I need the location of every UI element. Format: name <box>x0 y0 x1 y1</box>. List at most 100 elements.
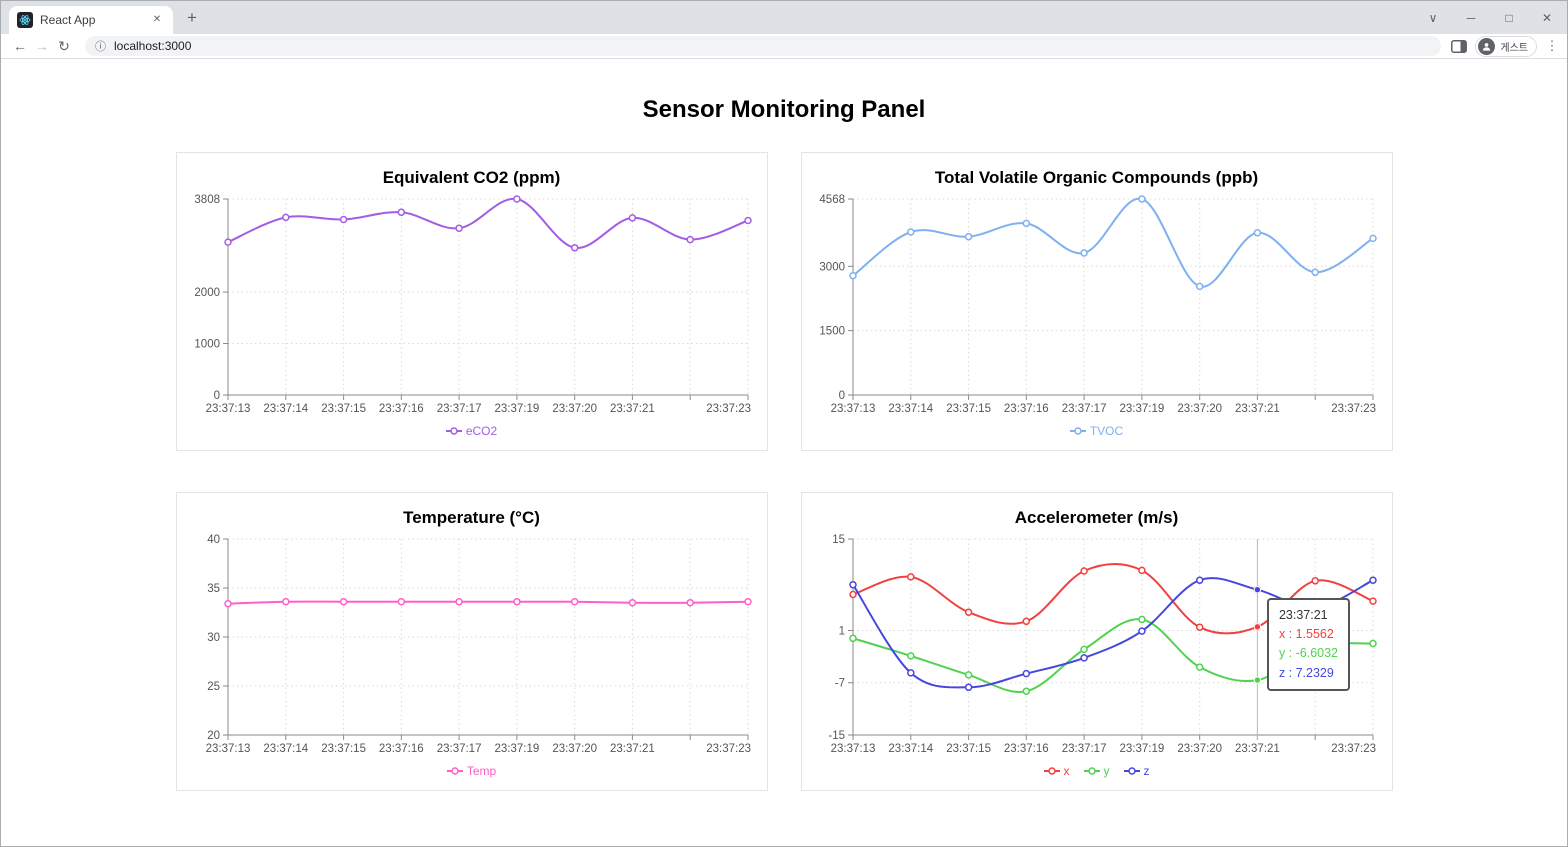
kebab-menu-icon[interactable]: ⋮ <box>1545 38 1559 53</box>
svg-text:23:37:19: 23:37:19 <box>1119 403 1164 415</box>
charts-grid: Equivalent CO2 (ppm) 0 1000 2000 3808 23:37:… <box>175 152 1393 791</box>
svg-text:23:37:23: 23:37:23 <box>706 403 751 415</box>
url-text: localhost:3000 <box>114 39 192 53</box>
svg-text:23:37:13: 23:37:13 <box>830 403 875 415</box>
TVOC-markers <box>848 195 1377 291</box>
eco2-plot[interactable]: 0 1000 2000 3808 23:37:13 23:37:14 23:37:15 23:… <box>192 191 752 423</box>
chevron-down-icon[interactable]: ∨ <box>1428 10 1438 25</box>
legend-item-eCO2: eCO2 <box>445 424 497 438</box>
back-button[interactable]: ← <box>13 38 27 54</box>
svg-text:23:37:15: 23:37:15 <box>946 403 991 415</box>
chart-temperature[interactable]: 20 25 30 35 40 23:37:13 23:37:14 23:37:15 23:37:… <box>192 531 752 763</box>
chart-card-eco2: Equivalent CO2 (ppm) 0 1000 2000 3808 23:37:… <box>175 152 768 451</box>
legend-marker-icon <box>1069 427 1086 435</box>
chart-title-temperature: Temperature (°C) <box>403 508 540 527</box>
tab-strip: React App ✕ + ∨ ─ □ ✕ <box>1 1 1567 34</box>
active-dot-z <box>1253 586 1261 594</box>
axes: -15 -7 1 15 23:37:13 23:37:14 23:37:15 23:37:16… <box>828 534 1376 755</box>
address-bar[interactable]: ⓘ localhost:3000 <box>85 36 1442 56</box>
svg-text:23:37:23: 23:37:23 <box>1331 743 1376 755</box>
chart-title-accelerometer: Accelerometer (m/s) <box>1014 508 1179 527</box>
svg-text:1: 1 <box>838 626 844 638</box>
info-icon[interactable]: ⓘ <box>95 41 106 53</box>
svg-text:3000: 3000 <box>819 261 845 273</box>
x-markers <box>848 566 1377 631</box>
svg-text:23:37:21: 23:37:21 <box>1235 403 1280 415</box>
svg-text:23:37:17: 23:37:17 <box>1061 403 1106 415</box>
close-button[interactable]: ✕ <box>1541 10 1553 25</box>
tvoc-plot[interactable]: 0 1500 3000 4568 23:37:13 23:37:14 23:37:15 23:… <box>817 191 1377 423</box>
toolbar-right-icons: 게스트 ⋮ <box>1451 35 1559 57</box>
minimize-button[interactable]: ─ <box>1466 10 1476 25</box>
svg-text:23:37:13: 23:37:13 <box>205 743 250 755</box>
svg-text:23:37:16: 23:37:16 <box>1003 403 1048 415</box>
forward-button[interactable]: → <box>35 38 49 54</box>
svg-text:23:37:14: 23:37:14 <box>263 403 308 415</box>
active-dot-x <box>1253 623 1261 631</box>
chart-accelerometer[interactable]: -15 -7 1 15 23:37:13 23:37:14 23:37:15 23:37:16… <box>817 531 1377 763</box>
chart-title-tvoc: Total Volatile Organic Compounds (ppb) <box>934 168 1259 187</box>
side-panel-button[interactable] <box>1451 39 1468 53</box>
profile-chip[interactable]: 게스트 <box>1475 35 1537 57</box>
chart-title-eco2: Equivalent CO2 (ppm) <box>382 168 561 187</box>
legend-eco2: eCO2 <box>177 424 767 438</box>
svg-text:-7: -7 <box>834 678 844 690</box>
svg-text:23:37:16: 23:37:16 <box>378 403 423 415</box>
page-content: Sensor Monitoring Panel Equivalent CO2 (… <box>1 59 1567 846</box>
svg-text:23:37:13: 23:37:13 <box>205 403 250 415</box>
browser-toolbar: ← → ↻ ⓘ localhost:3000 게스트 <box>1 34 1567 59</box>
chart-tvoc[interactable]: 0 1500 3000 4568 23:37:13 23:37:14 23:37:15 23:… <box>817 191 1377 423</box>
svg-text:0: 0 <box>213 390 219 402</box>
svg-text:3808: 3808 <box>194 194 220 206</box>
side-panel-icon <box>1451 39 1468 53</box>
svg-text:23:37:17: 23:37:17 <box>1061 743 1106 755</box>
svg-text:2000: 2000 <box>194 287 220 299</box>
svg-text:23:37:16: 23:37:16 <box>378 743 423 755</box>
svg-text:23:37:20: 23:37:20 <box>1177 743 1222 755</box>
svg-text:23:37:14: 23:37:14 <box>888 403 933 415</box>
maximize-button[interactable]: □ <box>1505 10 1513 25</box>
eCO2-line <box>227 197 748 249</box>
svg-text:1000: 1000 <box>194 339 220 351</box>
svg-text:35: 35 <box>207 583 220 595</box>
svg-text:23:37:19: 23:37:19 <box>494 743 539 755</box>
svg-text:23:37:17: 23:37:17 <box>436 403 481 415</box>
chart-eco2[interactable]: 0 1000 2000 3808 23:37:13 23:37:14 23:37:15 23:… <box>192 191 752 423</box>
page-title: Sensor Monitoring Panel <box>642 96 926 123</box>
tab-close-icon[interactable]: ✕ <box>152 14 162 25</box>
svg-text:30: 30 <box>207 632 220 644</box>
svg-text:23:37:20: 23:37:20 <box>1177 403 1222 415</box>
svg-text:23:37:23: 23:37:23 <box>706 743 751 755</box>
user-avatar-icon <box>1478 37 1496 55</box>
tooltip-entry-y: y : -6.6032 <box>1278 646 1339 661</box>
svg-text:23:37:21: 23:37:21 <box>610 743 655 755</box>
chart-card-accelerometer: Accelerometer (m/s) -15 -7 1 15 23:37:13 23:3… <box>800 492 1393 791</box>
browser-tab[interactable]: React App ✕ <box>9 6 173 34</box>
svg-text:23:37:21: 23:37:21 <box>610 403 655 415</box>
legend-marker-icon <box>1123 767 1140 775</box>
temperature-plot[interactable]: 20 25 30 35 40 23:37:13 23:37:14 23:37:15 23:37:… <box>192 531 752 763</box>
TVOC-line <box>851 197 1374 288</box>
svg-text:23:37:19: 23:37:19 <box>1119 743 1164 755</box>
legend-item-z: z <box>1123 764 1150 778</box>
tab-title: React App <box>40 13 96 27</box>
accelerometer-plot[interactable]: -15 -7 1 15 23:37:13 23:37:14 23:37:15 23:37:16… <box>817 531 1377 763</box>
active-dot-y <box>1253 676 1261 684</box>
svg-text:23:37:19: 23:37:19 <box>494 403 539 415</box>
legend-marker-icon <box>1043 767 1060 775</box>
reload-button[interactable]: ↻ <box>58 37 70 54</box>
svg-text:23:37:21: 23:37:21 <box>1235 743 1280 755</box>
svg-text:23:37:15: 23:37:15 <box>946 743 991 755</box>
axes: 20 25 30 35 40 23:37:13 23:37:14 23:37:15 23:37:… <box>205 534 750 755</box>
svg-text:23:37:15: 23:37:15 <box>321 743 366 755</box>
svg-text:23:37:13: 23:37:13 <box>830 743 875 755</box>
svg-text:15: 15 <box>832 534 845 546</box>
legend-item-y: y <box>1083 764 1110 778</box>
new-tab-button[interactable]: + <box>187 8 197 27</box>
svg-text:4568: 4568 <box>819 194 845 206</box>
legend-item-x: x <box>1043 764 1070 778</box>
grid-lines <box>852 198 1373 396</box>
tooltip-time: 23:37:21 <box>1278 607 1328 622</box>
svg-text:23:37:14: 23:37:14 <box>263 743 308 755</box>
grid-lines <box>227 198 748 396</box>
